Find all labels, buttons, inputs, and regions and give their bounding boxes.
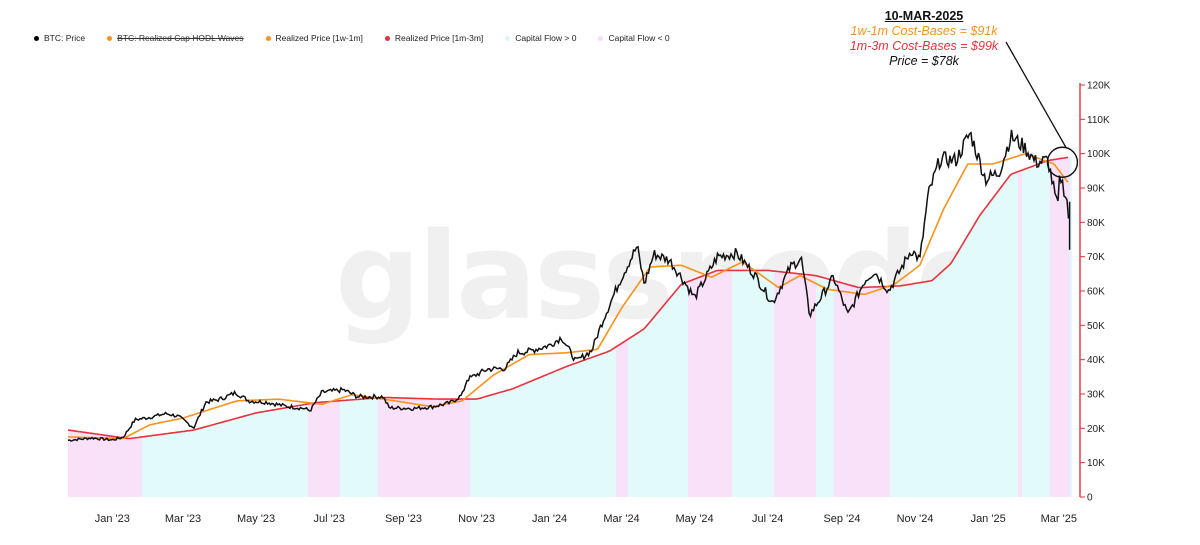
capital-flow-negative-area: [378, 397, 470, 497]
capital-flow-positive-area: [816, 275, 834, 497]
capital-flow-positive-area: [628, 281, 688, 497]
legend-label: BTC: Price: [44, 33, 86, 43]
y-tick-label: 100K: [1087, 149, 1111, 160]
legend-item[interactable]: Capital Flow > 0: [505, 33, 576, 43]
capital-flow-positive-area: [142, 404, 308, 497]
capital-flow-positive-area: [1022, 160, 1050, 497]
capital-flow-positive-area: [732, 270, 774, 497]
capital-flow-negative-area: [308, 400, 340, 497]
legend-marker-icon: [265, 35, 271, 41]
annotation-price: Price = $78k: [889, 54, 959, 68]
x-tick-label: Mar '25: [1041, 513, 1077, 525]
y-tick-label: 30K: [1087, 390, 1105, 401]
x-tick-label: Mar '24: [603, 513, 639, 525]
annotation-box: 10-MAR-2025 1w-1m Cost-Bases = $91k 1m-3…: [838, 9, 1010, 69]
x-tick-label: May '23: [237, 513, 275, 525]
y-tick-label: 40K: [1087, 355, 1105, 366]
capital-flow-positive-area: [890, 171, 1018, 497]
x-tick-label: Sep '24: [823, 513, 860, 525]
btc-price-line: [67, 129, 1070, 442]
y-tick-label: 60K: [1087, 287, 1105, 298]
x-tick-label: Jan '25: [971, 513, 1006, 525]
legend-label: Capital Flow > 0: [515, 33, 577, 43]
legend-label: Realized Price [1m-3m]: [394, 33, 484, 43]
x-tick-label: Sep '23: [385, 513, 422, 525]
realized-price-1m-3m-line: [67, 156, 1069, 440]
legend-marker-icon: [34, 35, 39, 41]
annotation-short-cost-basis: 1w-1m Cost-Bases = $91k: [850, 24, 998, 38]
legend-item[interactable]: BTC: Realized Cap HODL Waves: [107, 33, 244, 43]
legend-marker-icon: [384, 35, 390, 41]
realized-price-1w-1m-line: [67, 153, 1069, 440]
y-tick-label: 120K: [1087, 81, 1111, 92]
y-tick-label: 50K: [1087, 321, 1105, 332]
legend: BTC: Price BTC: Realized Cap HODL Waves Re…: [34, 33, 692, 43]
y-tick-label: 90K: [1087, 184, 1105, 195]
capital-flow-negative-area: [774, 271, 816, 497]
capital-flow-negative-area: [834, 280, 890, 497]
capital-flow-positive-area: [340, 397, 378, 497]
legend-item[interactable]: BTC: Price: [34, 33, 85, 43]
legend-item[interactable]: Capital Flow < 0: [598, 33, 670, 43]
y-tick-label: 20K: [1087, 424, 1105, 435]
legend-item[interactable]: Realized Price [1m-3m]: [384, 33, 484, 43]
x-tick-label: Jul '24: [752, 513, 783, 525]
capital-flow-negative-area: [1018, 170, 1022, 497]
capital-flow-positive-area: [470, 346, 616, 497]
capital-flow-negative-area: [1050, 157, 1070, 497]
y-tick-label: 10K: [1087, 458, 1105, 469]
capital-flow-negative-area: [68, 430, 142, 497]
x-tick-label: Jan '23: [95, 513, 130, 525]
x-tick-label: Jan '24: [532, 513, 567, 525]
y-tick-label: 0: [1087, 493, 1093, 504]
legend-item[interactable]: Realized Price [1w-1m]: [265, 33, 363, 43]
y-tick-label: 70K: [1087, 252, 1105, 263]
capital-flow-negative-area: [616, 339, 628, 497]
annotation-date: 10-MAR-2025: [884, 9, 964, 23]
y-tick-label: 110K: [1087, 115, 1110, 126]
x-tick-label: May '24: [676, 513, 714, 525]
legend-label: Realized Price [1w-1m]: [275, 33, 363, 43]
legend-marker-icon: [505, 35, 511, 41]
annotation-long-cost-basis: 1m-3m Cost-Bases = $99k: [849, 39, 999, 53]
annotation-circle: [1046, 146, 1079, 178]
legend-label: Capital Flow < 0: [608, 33, 670, 43]
legend-marker-icon: [598, 35, 604, 41]
x-tick-label: Nov '23: [458, 513, 495, 525]
annotation-pointer-line: [1005, 41, 1067, 149]
x-tick-label: Mar '23: [165, 513, 201, 525]
legend-label: BTC: Realized Cap HODL Waves: [117, 33, 244, 43]
x-tick-label: Nov '24: [897, 513, 934, 525]
legend-marker-icon: [107, 35, 113, 41]
y-tick-label: 80K: [1087, 218, 1105, 229]
capital-flow-positive-area: [1070, 157, 1072, 497]
x-tick-label: Jul '23: [313, 513, 344, 525]
capital-flow-negative-area: [688, 270, 732, 497]
